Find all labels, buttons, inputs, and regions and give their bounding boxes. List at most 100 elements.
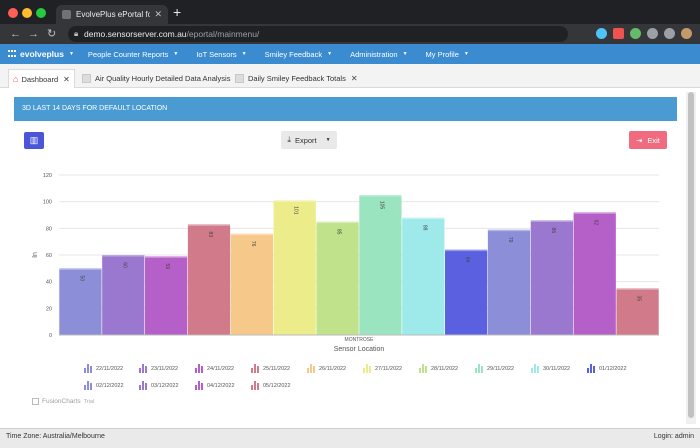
bar-highlight [359, 195, 402, 197]
menu-label: My Profile [425, 49, 459, 59]
legend-item[interactable]: 29/11/2022 [475, 364, 514, 373]
menu-my-profile[interactable]: My Profile ▼ [426, 50, 469, 59]
bar-highlight [273, 200, 316, 202]
legend-item[interactable]: 27/11/2022 [363, 364, 402, 373]
bar-highlight [487, 229, 531, 232]
forward-icon[interactable]: → [28, 28, 39, 40]
logo-text: evolveplus [20, 49, 64, 59]
bar [59, 268, 102, 335]
exit-button[interactable]: ⇥ Exit [629, 131, 667, 149]
legend-item[interactable]: 04/12/2022 [195, 381, 235, 390]
chevron-down-icon: ▼ [402, 51, 408, 57]
legend-label: 29/11/2022 [487, 365, 515, 372]
legend-item[interactable]: 22/11/2022 [84, 364, 123, 373]
reload-icon[interactable]: ↻ [47, 28, 57, 40]
profile-avatar[interactable] [681, 28, 692, 39]
bar [316, 221, 359, 335]
tab-air-quality[interactable]: Air Quality Hourly Detailed Data Analysi… [78, 69, 246, 88]
legend-item[interactable]: 03/12/2022 [139, 381, 179, 390]
legend-swatch-icon [419, 364, 427, 373]
fusioncharts-brand: FusionCharts [42, 398, 81, 405]
maximize-window-button[interactable] [36, 8, 46, 18]
close-icon[interactable]: ✕ [63, 74, 70, 84]
bar-chart: 0 20 40 60 80 100 120 In 50 60 59 83 76 101 85 105 88 64 7… [32, 173, 659, 353]
fusioncharts-watermark: FusionCharts Trial [32, 398, 94, 405]
legend-item[interactable]: 05/12/2022 [251, 381, 291, 390]
y-axis-label: In [32, 252, 39, 258]
extension-icon[interactable] [596, 28, 607, 39]
app-tabs: ⌂ Dashboard ✕ Air Quality Hourly Detaile… [0, 64, 700, 88]
legend-item[interactable]: 02/12/2022 [84, 381, 124, 390]
url-input[interactable]: 🔒︎ demo.sensorserver.com.au/eportal/main… [68, 26, 568, 42]
bar-highlight [316, 221, 359, 224]
tab-dashboard[interactable]: ⌂ Dashboard ✕ [8, 69, 75, 88]
document-icon [82, 74, 91, 83]
data-label: 79 [507, 237, 513, 243]
legend-item[interactable]: 26/11/2022 [307, 364, 346, 373]
legend-label: 25/11/2022 [263, 365, 291, 372]
y-tick-label: 0 [49, 333, 52, 339]
extension-icon[interactable] [613, 28, 624, 39]
legend-item[interactable]: 30/11/2022 [531, 364, 570, 373]
legend-item[interactable]: 01/12/2022 [587, 364, 627, 373]
close-window-button[interactable] [8, 8, 18, 18]
bar [230, 233, 273, 335]
data-label: 64 [464, 257, 470, 263]
legend-label: 28/11/2022 [431, 365, 459, 372]
bar [487, 229, 531, 335]
app-logo[interactable]: evolveplus ▼ [8, 49, 74, 59]
legend-item[interactable]: 25/11/2022 [251, 364, 290, 373]
bar-highlight [573, 212, 616, 214]
y-tick-label: 20 [46, 306, 52, 312]
tab-label: Daily Smiley Feedback Totals [248, 74, 346, 83]
new-tab-button[interactable]: + [173, 4, 182, 20]
data-label: 101 [293, 206, 299, 215]
minimize-window-button[interactable] [22, 8, 32, 18]
sidebar-icon[interactable] [664, 28, 675, 39]
legend-swatch-icon [531, 364, 539, 373]
legend-label: 24/11/2022 [207, 365, 235, 372]
chevron-down-icon: ▼ [327, 51, 333, 57]
legend-item[interactable]: 23/11/2022 [139, 364, 178, 373]
legend-item[interactable]: 28/11/2022 [419, 364, 458, 373]
browser-titlebar: EvolvePlus ePortal for IMMOTE ✕ + [0, 0, 700, 24]
chevron-down-icon: ▼ [463, 51, 469, 57]
menu-people-counter-reports[interactable]: People Counter Reports ▼ [88, 50, 178, 59]
legend-item[interactable]: 24/11/2022 [195, 364, 234, 373]
menu-administration[interactable]: Administration ▼ [350, 50, 407, 59]
legend-label: 04/12/2022 [207, 382, 235, 389]
puzzle-icon[interactable] [647, 28, 658, 39]
chart-type-button[interactable]: ▥ [24, 132, 44, 149]
bar-highlight [402, 217, 445, 220]
bar-highlight [530, 220, 573, 222]
menu-smiley-feedback[interactable]: Smiley Feedback ▼ [265, 50, 332, 59]
back-icon[interactable]: ← [10, 28, 21, 40]
legend-label: 05/12/2022 [263, 382, 291, 389]
browser-tab-title: EvolvePlus ePortal for IMMOTE [76, 10, 151, 19]
close-icon[interactable]: ✕ [154, 9, 162, 19]
x-tick-label: MONTROSE [345, 337, 375, 343]
legend-label: 23/11/2022 [151, 365, 179, 372]
login-text: Login: admin [653, 433, 694, 440]
data-label: 35 [636, 296, 642, 302]
panel-title: 3D LAST 14 DAYS FOR DEFAULT LOCATION [14, 97, 677, 121]
bar-highlight [445, 249, 488, 252]
browser-tab[interactable]: EvolvePlus ePortal for IMMOTE ✕ [56, 5, 168, 24]
bar [187, 224, 231, 335]
menu-label: IoT Sensors [196, 49, 237, 59]
y-tick-label: 80 [46, 226, 52, 232]
menu-iot-sensors[interactable]: IoT Sensors ▼ [196, 50, 246, 59]
scrollbar-thumb[interactable] [688, 92, 694, 418]
lock-icon: 🔒︎ [74, 29, 79, 38]
legend-swatch-icon [251, 364, 259, 373]
tab-label: Air Quality Hourly Detailed Data Analysi… [95, 74, 231, 83]
extension-icon[interactable] [630, 28, 641, 39]
url-path: /eportal/mainmenu/ [186, 29, 260, 39]
favicon-icon [62, 10, 71, 19]
export-button[interactable]: ⤓ Export ▼ [281, 131, 337, 149]
tab-smiley-feedback[interactable]: Daily Smiley Feedback Totals ✕ [231, 69, 362, 88]
legend-swatch-icon [363, 364, 371, 373]
close-icon[interactable]: ✕ [350, 74, 358, 83]
address-bar: ← → ↻ 🔒︎ demo.sensorserver.com.au/eporta… [0, 24, 700, 44]
data-label: 59 [164, 264, 170, 270]
